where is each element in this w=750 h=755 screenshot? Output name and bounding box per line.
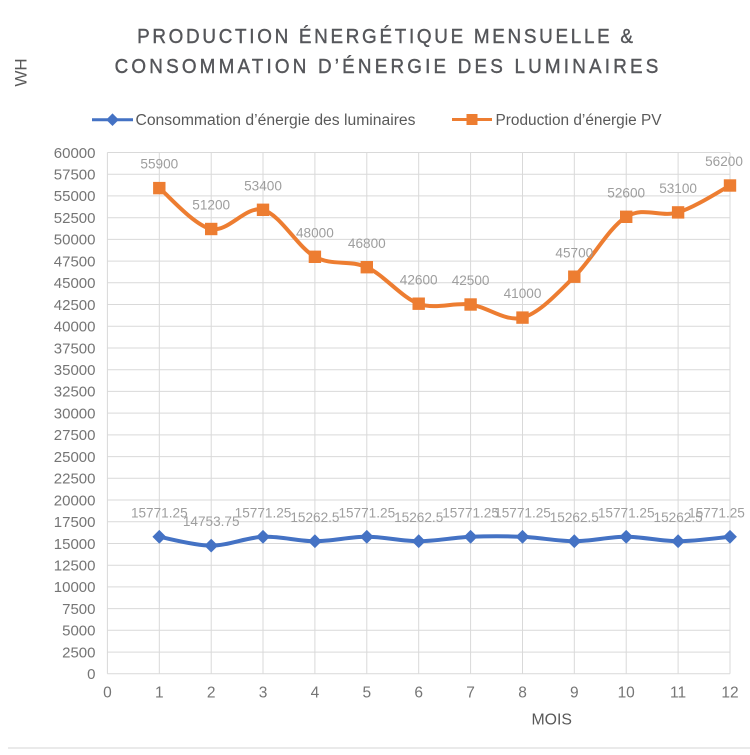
svg-text:15000: 15000 <box>54 536 96 553</box>
svg-text:15771.25: 15771.25 <box>235 505 292 520</box>
svg-text:15771.25: 15771.25 <box>494 505 551 520</box>
svg-text:0: 0 <box>87 666 95 683</box>
svg-text:CONSOMMATION D’ÉNERGIE DES LUM: CONSOMMATION D’ÉNERGIE DES LUMINAIRES <box>115 54 659 78</box>
svg-text:51200: 51200 <box>192 198 230 213</box>
svg-text:15771.25: 15771.25 <box>442 505 499 520</box>
svg-text:45700: 45700 <box>555 245 593 260</box>
svg-text:60000: 60000 <box>54 145 96 162</box>
svg-text:MOIS: MOIS <box>531 712 572 729</box>
svg-text:45000: 45000 <box>54 275 96 292</box>
svg-text:6: 6 <box>414 684 423 701</box>
svg-text:7: 7 <box>466 684 475 701</box>
svg-text:55900: 55900 <box>140 157 178 172</box>
svg-text:42600: 42600 <box>400 272 438 287</box>
svg-text:40000: 40000 <box>54 319 96 336</box>
svg-text:53400: 53400 <box>244 178 282 193</box>
svg-text:17500: 17500 <box>54 514 96 531</box>
svg-text:15262.5: 15262.5 <box>394 510 443 525</box>
svg-text:5000: 5000 <box>62 623 95 640</box>
svg-text:52500: 52500 <box>54 210 96 227</box>
svg-text:15771.25: 15771.25 <box>131 505 188 520</box>
svg-text:27500: 27500 <box>54 427 96 444</box>
svg-text:7500: 7500 <box>62 601 95 618</box>
svg-text:9: 9 <box>570 684 579 701</box>
svg-text:35000: 35000 <box>54 362 96 379</box>
svg-text:15771.25: 15771.25 <box>338 505 395 520</box>
svg-text:53100: 53100 <box>659 181 697 196</box>
svg-text:Consommation d’énergie des lum: Consommation d’énergie des luminaires <box>136 112 416 129</box>
svg-text:48000: 48000 <box>296 225 334 240</box>
svg-text:2: 2 <box>207 684 216 701</box>
svg-text:0: 0 <box>103 684 112 701</box>
svg-text:20000: 20000 <box>54 492 96 509</box>
svg-text:WH: WH <box>12 58 31 86</box>
svg-text:15262.5: 15262.5 <box>550 510 599 525</box>
svg-text:12: 12 <box>721 684 738 701</box>
svg-text:4: 4 <box>311 684 320 701</box>
svg-text:46800: 46800 <box>348 236 386 251</box>
svg-text:8: 8 <box>518 684 527 701</box>
svg-text:37500: 37500 <box>54 340 96 357</box>
svg-text:15262.5: 15262.5 <box>654 510 703 525</box>
svg-text:11: 11 <box>670 684 686 701</box>
svg-text:10000: 10000 <box>54 579 96 596</box>
svg-text:PRODUCTION ÉNERGÉTIQUE MENSUEL: PRODUCTION ÉNERGÉTIQUE MENSUELLE & <box>137 24 633 48</box>
svg-text:55000: 55000 <box>54 188 96 205</box>
svg-text:57500: 57500 <box>54 167 96 184</box>
svg-text:15771.25: 15771.25 <box>598 505 655 520</box>
svg-text:1: 1 <box>155 684 164 701</box>
svg-text:10: 10 <box>618 684 636 701</box>
svg-text:5: 5 <box>362 684 371 701</box>
svg-text:15771.25: 15771.25 <box>688 505 745 520</box>
svg-text:Production d’énergie PV: Production d’énergie PV <box>496 112 663 129</box>
svg-text:3: 3 <box>259 684 268 701</box>
svg-text:42500: 42500 <box>54 297 96 314</box>
svg-text:56200: 56200 <box>705 154 743 169</box>
svg-text:30000: 30000 <box>54 405 96 422</box>
svg-text:42500: 42500 <box>452 273 490 288</box>
svg-text:22500: 22500 <box>54 471 96 488</box>
svg-text:14753.75: 14753.75 <box>183 514 240 529</box>
svg-text:12500: 12500 <box>54 558 96 575</box>
svg-text:41000: 41000 <box>504 286 542 301</box>
svg-text:47500: 47500 <box>54 253 96 270</box>
svg-text:2500: 2500 <box>62 644 95 661</box>
svg-text:32500: 32500 <box>54 384 96 401</box>
svg-text:50000: 50000 <box>54 232 96 249</box>
svg-text:15262.5: 15262.5 <box>290 510 339 525</box>
svg-text:25000: 25000 <box>54 449 96 466</box>
svg-text:52600: 52600 <box>607 185 645 200</box>
